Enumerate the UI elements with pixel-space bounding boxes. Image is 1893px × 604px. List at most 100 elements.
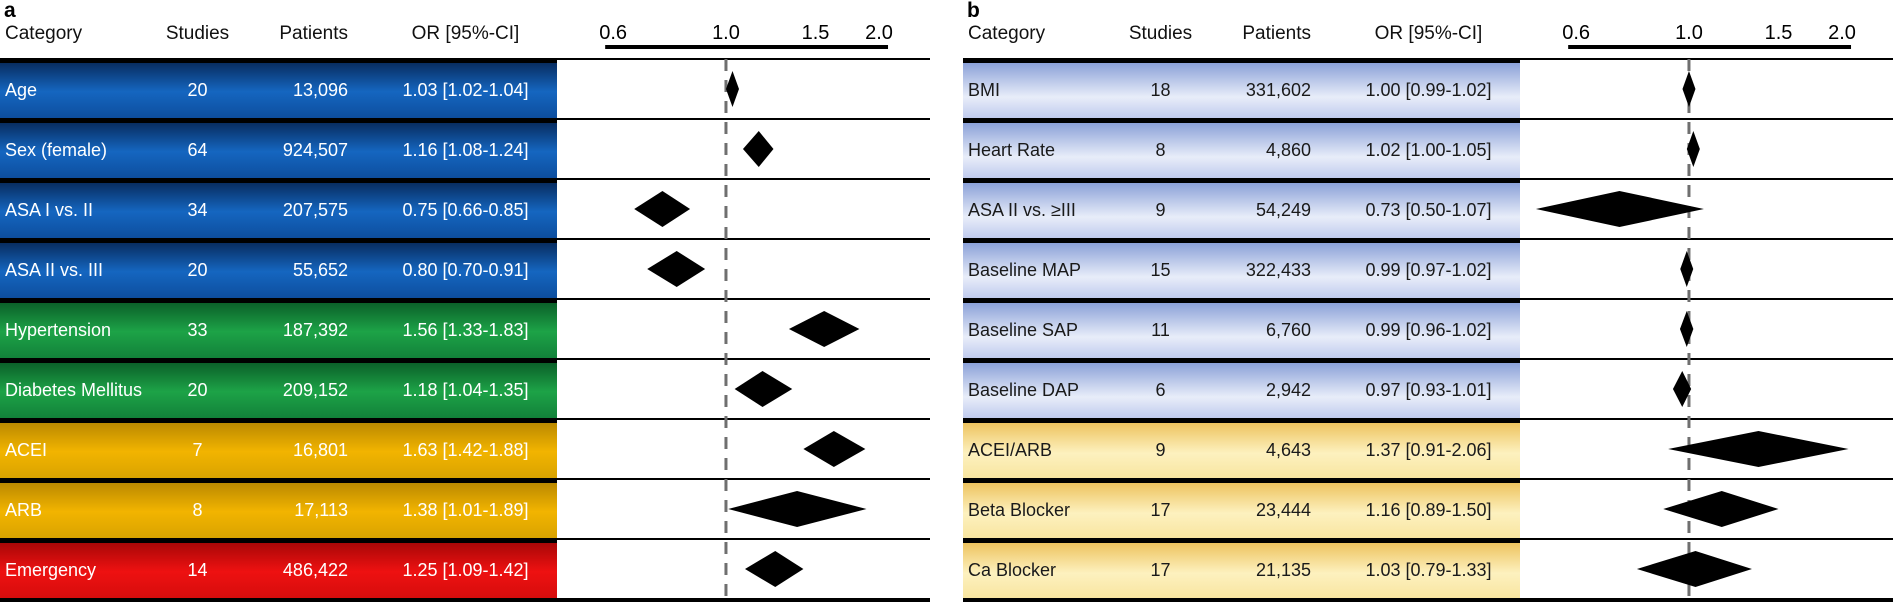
- row-patients: 4,643: [1265, 440, 1311, 461]
- row-studies: 20: [187, 260, 208, 281]
- table-row: ACEI/ARB 9 4,643 1.37 [0.91-2.06]: [963, 418, 1893, 478]
- row-patients: 486,422: [282, 560, 348, 581]
- table-row: ASA II vs. III 20 55,652 0.80 [0.70-0.91]: [0, 238, 930, 298]
- table-row: Baseline SAP 11 6,760 0.99 [0.96-1.02]: [963, 298, 1893, 358]
- row-table-strip: Ca Blocker 17 21,135 1.03 [0.79-1.33]: [963, 538, 1520, 598]
- row-or-ci: 1.03 [1.02-1.04]: [402, 80, 529, 101]
- row-category: Hypertension: [5, 320, 112, 341]
- row-category: BMI: [968, 80, 1001, 101]
- row-patients: 16,801: [292, 440, 348, 461]
- row-or-ci: 0.99 [0.96-1.02]: [1365, 320, 1492, 341]
- row-table-strip: Heart Rate 8 4,860 1.02 [1.00-1.05]: [963, 118, 1520, 178]
- row-or-ci: 1.16 [1.08-1.24]: [402, 140, 529, 161]
- row-or-ci: 1.56 [1.33-1.83]: [402, 320, 529, 341]
- panel-a-label: a: [4, 0, 16, 22]
- axis-tick-label: 0.6: [1562, 22, 1590, 44]
- row-plot-strip: [557, 238, 930, 298]
- row-table-strip: Baseline MAP 15 322,433 0.99 [0.97-1.02]: [963, 238, 1520, 298]
- row-plot-strip: [1520, 418, 1893, 478]
- row-category: Ca Blocker: [968, 560, 1057, 581]
- table-row: Beta Blocker 17 23,444 1.16 [0.89-1.50]: [963, 478, 1893, 538]
- row-or-ci: 1.63 [1.42-1.88]: [402, 440, 529, 461]
- row-or-ci: 1.16 [0.89-1.50]: [1365, 500, 1492, 521]
- row-plot-strip: [1520, 238, 1893, 298]
- row-patients: 207,575: [282, 200, 348, 221]
- row-plot-strip: [557, 418, 930, 478]
- row-studies: 18: [1150, 80, 1171, 101]
- row-studies: 33: [187, 320, 208, 341]
- row-category: Age: [5, 80, 38, 101]
- row-table-strip: Beta Blocker 17 23,444 1.16 [0.89-1.50]: [963, 478, 1520, 538]
- table-row: Baseline MAP 15 322,433 0.99 [0.97-1.02]: [963, 238, 1893, 298]
- row-or-ci: 1.03 [0.79-1.33]: [1365, 560, 1492, 581]
- row-table-strip: Diabetes Mellitus 20 209,152 1.18 [1.04-1.3…: [0, 358, 557, 418]
- row-studies: 8: [1155, 140, 1166, 161]
- row-studies: 64: [187, 140, 208, 161]
- table-row: ASA I vs. II 34 207,575 0.75 [0.66-0.85]: [0, 178, 930, 238]
- table-row: BMI 18 331,602 1.00 [0.99-1.02]: [963, 58, 1893, 118]
- panel-a: a Category Studies Patients OR [95%-CI] …: [0, 0, 930, 602]
- row-table-strip: ACEI 7 16,801 1.63 [1.42-1.88]: [0, 418, 557, 478]
- table-row: Emergency 14 486,422 1.25 [1.09-1.42]: [0, 538, 930, 598]
- row-or-ci: 0.73 [0.50-1.07]: [1365, 200, 1492, 221]
- row-plot-strip: [557, 358, 930, 418]
- row-patients: 55,652: [292, 260, 348, 281]
- row-table-strip: ACEI/ARB 9 4,643 1.37 [0.91-2.06]: [963, 418, 1520, 478]
- row-studies: 7: [192, 440, 203, 461]
- row-table-strip: ASA I vs. II 34 207,575 0.75 [0.66-0.85]: [0, 178, 557, 238]
- column-header-category: Category: [5, 23, 83, 44]
- row-patients: 13,096: [292, 80, 348, 101]
- row-or-ci: 1.38 [1.01-1.89]: [402, 500, 529, 521]
- row-patients: 331,602: [1245, 80, 1311, 101]
- row-patients: 322,433: [1245, 260, 1311, 281]
- row-patients: 2,942: [1265, 380, 1311, 401]
- row-category: ARB: [5, 500, 43, 521]
- row-studies: 9: [1155, 200, 1166, 221]
- axis-tick-label: 1.5: [802, 22, 830, 44]
- row-table-strip: Baseline SAP 11 6,760 0.99 [0.96-1.02]: [963, 298, 1520, 358]
- panel-b-column-headers: Category Studies Patients OR [95%-CI]: [963, 23, 1520, 45]
- panel-b-label: b: [967, 0, 980, 22]
- row-category: Heart Rate: [968, 140, 1056, 161]
- table-row: Hypertension 33 187,392 1.56 [1.33-1.83]: [0, 298, 930, 358]
- row-or-ci: 1.18 [1.04-1.35]: [402, 380, 529, 401]
- row-studies: 17: [1150, 500, 1171, 521]
- row-studies: 20: [187, 80, 208, 101]
- panel-a-column-headers: Category Studies Patients OR [95%-CI]: [0, 23, 557, 45]
- row-patients: 23,444: [1255, 500, 1311, 521]
- table-row: ASA II vs. ≥III 9 54,249 0.73 [0.50-1.07]: [963, 178, 1893, 238]
- row-or-ci: 1.25 [1.09-1.42]: [402, 560, 529, 581]
- table-row: ACEI 7 16,801 1.63 [1.42-1.88]: [0, 418, 930, 478]
- row-plot-strip: [557, 118, 930, 178]
- row-studies: 8: [192, 500, 203, 521]
- row-category: Sex (female): [5, 140, 108, 161]
- column-header-category: Category: [968, 23, 1046, 44]
- row-or-ci: 0.75 [0.66-0.85]: [402, 200, 529, 221]
- row-studies: 9: [1155, 440, 1166, 461]
- row-table-strip: Emergency 14 486,422 1.25 [1.09-1.42]: [0, 538, 557, 598]
- axis-tick-label: 1.0: [1675, 22, 1703, 44]
- axis-tick-label: 1.5: [1765, 22, 1793, 44]
- axis-tick-label: 1.0: [712, 22, 740, 44]
- row-table-strip: Hypertension 33 187,392 1.56 [1.33-1.83]: [0, 298, 557, 358]
- row-patients: 54,249: [1255, 200, 1311, 221]
- row-patients: 924,507: [282, 140, 348, 161]
- row-studies: 17: [1150, 560, 1171, 581]
- table-row: Sex (female) 64 924,507 1.16 [1.08-1.24]: [0, 118, 930, 178]
- row-plot-strip: [1520, 478, 1893, 538]
- row-patients: 17,113: [294, 500, 348, 521]
- row-category: ASA II vs. ≥III: [968, 200, 1076, 221]
- row-plot-strip: [1520, 358, 1893, 418]
- row-category: Baseline SAP: [968, 320, 1079, 341]
- table-row: Ca Blocker 17 21,135 1.03 [0.79-1.33]: [963, 538, 1893, 598]
- row-patients: 209,152: [282, 380, 348, 401]
- row-category: Beta Blocker: [968, 500, 1071, 521]
- row-category: Baseline DAP: [968, 380, 1080, 401]
- row-studies: 6: [1155, 380, 1166, 401]
- row-or-ci: 1.37 [0.91-2.06]: [1365, 440, 1492, 461]
- panel-b: b Category Studies Patients OR [95%-CI] …: [963, 0, 1893, 602]
- row-plot-strip: [557, 478, 930, 538]
- row-category: ACEI/ARB: [968, 440, 1053, 461]
- row-plot-strip: [557, 538, 930, 598]
